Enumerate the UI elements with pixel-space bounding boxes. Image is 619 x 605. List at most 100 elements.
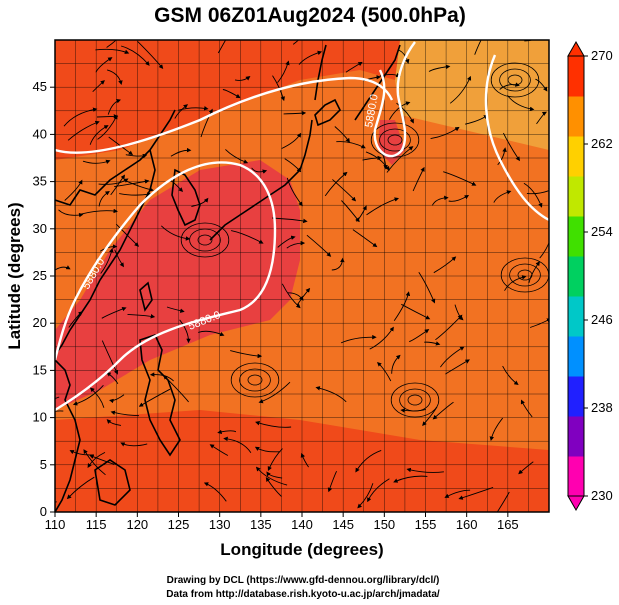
streamline	[315, 386, 347, 403]
x-tick-label: 130	[209, 517, 231, 532]
streamline	[160, 225, 191, 241]
streamline	[222, 89, 241, 99]
streamline	[72, 384, 104, 406]
streamline	[435, 314, 463, 341]
coastline-china	[55, 109, 176, 356]
streamline	[507, 95, 535, 112]
streamline	[82, 159, 111, 165]
streamline	[231, 230, 264, 244]
vortex-ring	[379, 128, 411, 152]
streamline	[255, 421, 292, 428]
colorbar: 270 262 254 246 238 230	[567, 40, 613, 512]
streamline	[369, 326, 394, 350]
x-tick-label: 140	[291, 517, 313, 532]
streamline	[83, 449, 106, 476]
streamline	[254, 446, 281, 453]
vortex-ring	[490, 62, 540, 98]
streamline	[412, 166, 425, 192]
streamline	[523, 182, 543, 208]
x-tick-label: 155	[415, 517, 437, 532]
streamline	[391, 354, 401, 374]
streamline	[327, 471, 338, 493]
streamline	[393, 291, 411, 322]
streamline	[497, 147, 507, 166]
streamline	[55, 410, 64, 412]
streamline	[106, 69, 123, 86]
vortex-ring	[507, 74, 523, 86]
streamline	[424, 341, 441, 346]
streamline	[272, 75, 285, 102]
streamline	[106, 419, 122, 426]
vortex-ring	[247, 374, 263, 386]
coastline-sakhalin	[314, 44, 327, 101]
coastline-philippines	[139, 334, 181, 457]
streamline	[334, 126, 350, 143]
streamline	[64, 179, 83, 201]
y-axis-label: Latitude (degrees)	[5, 202, 24, 349]
streamline	[265, 477, 282, 497]
streamline	[433, 256, 457, 274]
streamline	[89, 387, 105, 408]
streamline	[362, 155, 382, 161]
streamline	[178, 106, 209, 111]
streamline	[223, 436, 252, 453]
streamline	[166, 306, 185, 313]
streamline	[114, 179, 150, 188]
chart-title: GSM 06Z01Aug2024 (500.0hPa)	[154, 4, 466, 27]
streamline	[432, 401, 454, 420]
colorbar-segment	[568, 336, 584, 377]
streamline	[120, 45, 150, 66]
vortex-ring	[197, 234, 213, 246]
coastline-korea	[171, 168, 201, 227]
streamline	[464, 114, 489, 125]
x-tick-label: 120	[126, 517, 148, 532]
x-tick-label: 110	[45, 517, 66, 532]
streamline	[107, 99, 121, 115]
streamline	[179, 319, 191, 344]
x-tick-label: 115	[86, 517, 107, 532]
coastline-indochina	[55, 359, 81, 512]
colorbar-tick-label: 246	[591, 312, 613, 327]
coastlines	[55, 44, 401, 512]
streamline	[92, 80, 105, 93]
contour-line-loop	[55, 161, 277, 412]
streamline	[524, 40, 534, 42]
colorbar-segment	[568, 56, 584, 97]
streamline	[454, 304, 464, 321]
y-tick-label: 45	[33, 79, 47, 94]
colorbar-tick-label: 238	[591, 400, 613, 415]
streamline	[401, 303, 431, 320]
streamline	[100, 247, 114, 274]
streamline	[458, 486, 494, 500]
streamline	[448, 194, 470, 202]
plot-area: 5880.0 5880.0 5880.0	[55, 40, 549, 512]
coastline-kamchatka	[354, 44, 401, 121]
streamline	[366, 197, 400, 216]
streamline	[225, 149, 249, 164]
streamline	[138, 388, 171, 407]
contour-line-kamchatka	[373, 41, 416, 158]
contour-label-3: 5880.0	[363, 93, 381, 128]
streamline	[277, 60, 290, 83]
x-axis: 110 115 120 125 130 135 140 145 150 155 160 165	[45, 512, 519, 532]
streamline	[277, 235, 296, 248]
colorbar-segment	[568, 256, 584, 297]
streamline	[55, 396, 60, 400]
streamline	[63, 107, 98, 127]
hot-region-subtropical-high	[55, 120, 405, 410]
streamline	[198, 330, 225, 337]
streamline	[114, 249, 124, 268]
streamline	[409, 329, 430, 343]
streamline	[324, 171, 348, 197]
streamline	[66, 476, 95, 500]
streamline	[170, 147, 192, 157]
streamline	[101, 306, 127, 319]
streamline	[428, 64, 451, 72]
streamline	[174, 104, 189, 119]
vortex-ring	[399, 388, 431, 412]
streamline	[209, 444, 229, 456]
streamline	[406, 467, 444, 473]
streamline	[110, 410, 140, 417]
y-tick-label: 25	[33, 268, 47, 283]
streamline	[449, 75, 472, 104]
